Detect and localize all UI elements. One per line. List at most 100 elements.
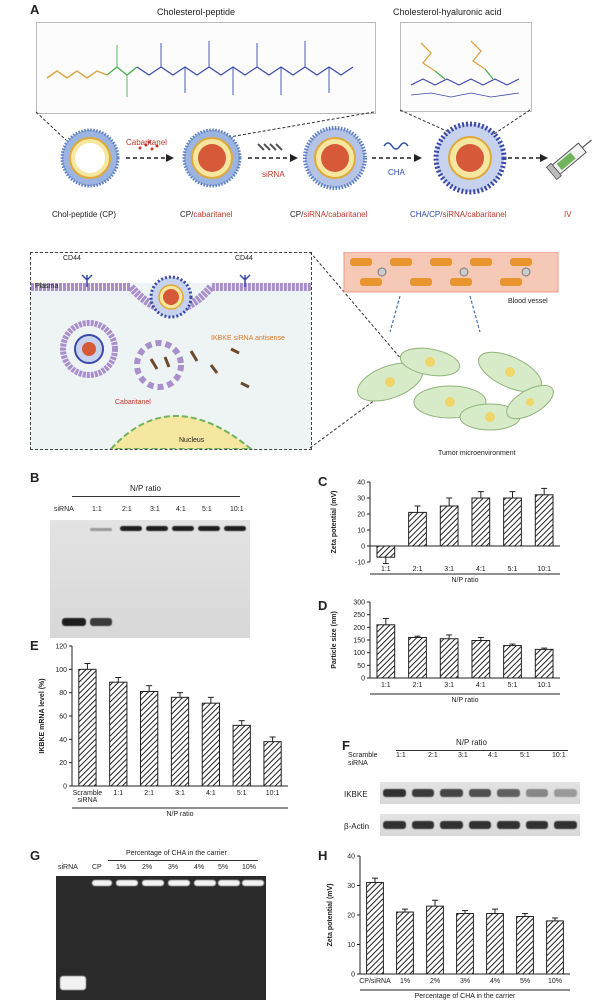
blot-band — [468, 789, 492, 797]
category-label: 1:1 — [381, 566, 391, 573]
bar — [232, 724, 251, 787]
y-tick-label: 0 — [63, 784, 67, 791]
gel-band — [168, 880, 190, 886]
category-label: 2% — [430, 978, 440, 985]
gel-band — [172, 526, 194, 531]
y-tick-label: 40 — [357, 480, 365, 487]
actin-blot — [380, 814, 580, 836]
y-tick-label: 80 — [59, 690, 67, 697]
bar — [366, 882, 384, 975]
panel-g-lane: 10% — [242, 864, 257, 871]
nucleus-label: Nucleus — [179, 437, 205, 444]
bar — [396, 911, 414, 975]
y-tick-label: 20 — [59, 760, 67, 767]
category-label: 10:1 — [266, 790, 280, 797]
x-axis-label: Percentage of CHA in the carrier — [415, 993, 516, 1000]
cp-sirna-cab-particle — [303, 126, 367, 190]
panel-b-title-rule — [72, 496, 240, 497]
ikbke-blot — [380, 782, 580, 804]
category-label: 1:1 — [113, 790, 123, 797]
bar — [376, 624, 396, 679]
category-label: 1:1 — [381, 682, 391, 689]
category-label: 4% — [490, 978, 500, 985]
gel-band — [120, 526, 142, 531]
y-axis-label: IKBKE mRNA level (%) — [39, 678, 46, 753]
category-label: 3% — [460, 978, 470, 985]
panel-f-lane-labels: Scramble siRNA 1:1 2:1 3:1 4:1 5:1 10:1 — [340, 752, 590, 782]
gel-band — [194, 880, 216, 886]
category-label: CP/siRNA — [359, 978, 391, 985]
panel-f-title: N/P ratio — [456, 738, 487, 747]
bar — [408, 511, 427, 547]
cp-cab-particle — [182, 128, 242, 188]
chol-peptide-structure: Cholesterol-peptide — [36, 7, 376, 114]
bar — [109, 681, 128, 787]
tumor-microenvironment-label: Tumor microenvironment — [438, 450, 516, 457]
blot-band — [383, 789, 406, 797]
panel-b-title: N/P ratio — [130, 484, 161, 493]
bar — [439, 505, 459, 547]
gel-band — [224, 526, 246, 531]
gel-band — [142, 880, 164, 886]
cd44-right-label: CD44 — [235, 255, 253, 262]
panel-b-lane: siRNA — [54, 506, 74, 513]
particle-size-chart: 0 50 100 150 200 250 300 1:1 2:1 3:1 4:1 5:1 10:1 N/P… — [331, 600, 560, 704]
y-tick-label: 0 — [361, 544, 365, 551]
category-label: 4:1 — [206, 790, 216, 797]
cd44-left-label: CD44 — [63, 255, 81, 262]
panel-f-lane: Scramble siRNA — [348, 752, 378, 767]
panel-e-label: E — [30, 638, 39, 653]
iv-label: IV — [564, 210, 572, 219]
blot-band — [468, 821, 492, 829]
y-tick-label: 300 — [353, 600, 365, 607]
y-tick-label: 60 — [59, 714, 67, 721]
panel-f-lane: 2:1 — [428, 752, 438, 759]
cha-molecule — [410, 40, 520, 98]
panel-g-lane: 5% — [218, 864, 229, 871]
bar — [516, 915, 534, 975]
y-tick-label: 20 — [347, 913, 355, 920]
blot-band — [440, 789, 463, 797]
panel-h-label: H — [318, 848, 328, 863]
chol-peptide-title: Cholesterol-peptide — [157, 7, 236, 17]
blot-band — [554, 821, 577, 829]
category-label: 5:1 — [508, 566, 518, 573]
panel-f-title-rule — [396, 750, 568, 751]
gel-band — [92, 880, 112, 886]
bar — [263, 741, 282, 787]
panel-g-label: G — [30, 848, 41, 863]
gel-band — [60, 976, 86, 990]
blot-band — [525, 789, 549, 797]
category-label: 1% — [400, 978, 410, 985]
tumor-microenvironment-illustration — [343, 252, 559, 431]
bar — [439, 638, 459, 679]
y-tick-label: 100 — [55, 667, 67, 674]
bar — [503, 497, 522, 547]
y-tick-label: 100 — [353, 650, 365, 657]
category-label: siRNA — [78, 797, 98, 804]
cha-title: Cholesterol-hyaluronic acid — [393, 7, 502, 17]
panel-g-lane: 1% — [116, 864, 127, 871]
panel-b-lane: 1:1 — [92, 506, 102, 513]
panel-g-title: Percentage of CHA in the carrier — [126, 850, 227, 857]
bar — [140, 691, 159, 787]
y-tick-label: 250 — [353, 612, 365, 619]
y-tick-label: 10 — [347, 942, 355, 949]
step-label-cp-sirna-cab: CP/siRNA/cabaritanel — [290, 210, 368, 219]
step-label-cha-cp-sirna-cab: CHA/CP/siRNA/cabaritanel — [410, 210, 507, 219]
bar — [201, 702, 220, 787]
chol-peptide-molecule — [46, 41, 354, 97]
panel-d-label: D — [318, 598, 328, 613]
gel-band — [116, 880, 138, 886]
y-tick-label: 30 — [347, 883, 355, 890]
bar — [534, 648, 554, 679]
panel-g-lane: 2% — [142, 864, 153, 871]
bar — [456, 913, 474, 975]
category-label: 3:1 — [444, 566, 454, 573]
nanoparticle-row — [60, 121, 592, 195]
zeta-potential-cha-chart: 0 10 20 30 40 CP/siRNA 1% 2% 3% 4% 5% 10% Percentage… — [327, 854, 570, 1000]
blot-band — [440, 821, 463, 829]
panel-f-lane: 10:1 — [552, 752, 566, 759]
blot-band — [554, 789, 577, 797]
